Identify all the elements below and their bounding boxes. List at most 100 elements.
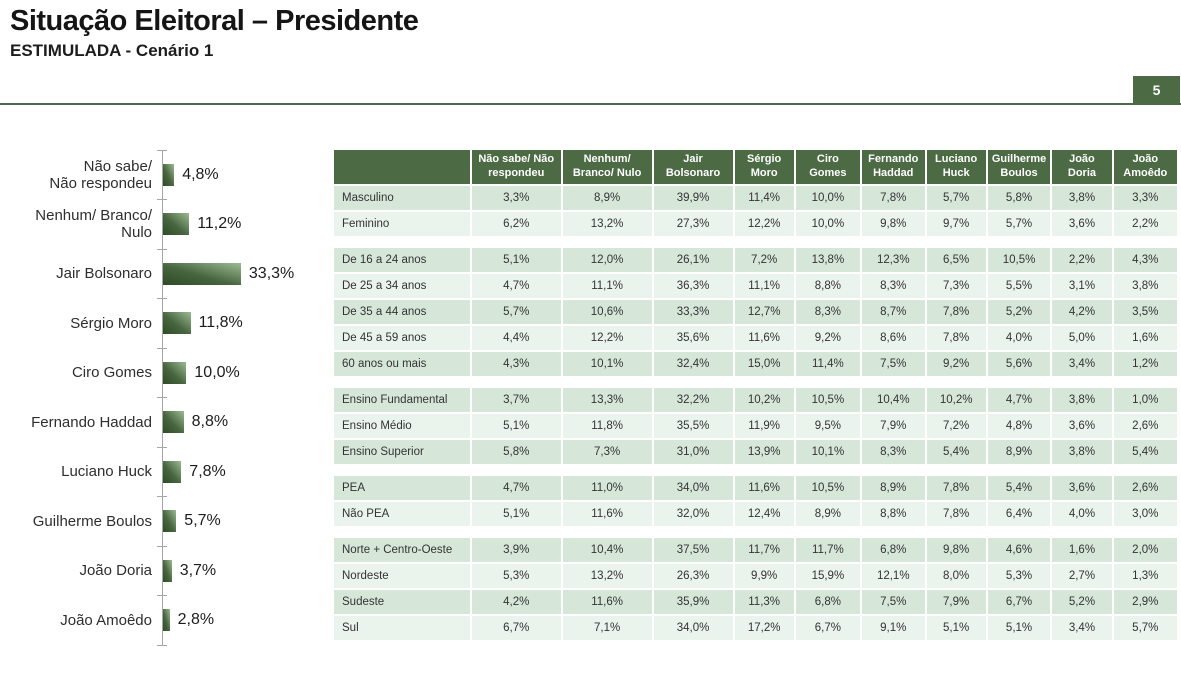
value-cell: 2,9%	[1113, 590, 1177, 614]
value-cell: 6,5%	[926, 248, 986, 272]
column-header: Luciano Huck	[926, 150, 986, 184]
value-cell: 13,9%	[734, 440, 794, 464]
table-corner-cell	[334, 150, 470, 184]
row-label: Norte + Centro-Oeste	[334, 538, 470, 562]
spacer-row	[334, 238, 1177, 246]
value-cell: 7,8%	[926, 300, 986, 324]
value-cell: 11,7%	[795, 538, 860, 562]
column-header: Jair Bolsonaro	[653, 150, 733, 184]
table-row: Norte + Centro-Oeste 3,9% 10,4% 37,5% 11,7% 1…	[334, 538, 1177, 562]
value-cell: 5,5%	[987, 274, 1051, 298]
value-cell: 8,7%	[861, 300, 925, 324]
table-row: De 16 a 24 anos 5,1% 12,0% 26,1% 7,2% 13,8% 12…	[334, 248, 1177, 272]
value-cell: 11,8%	[562, 414, 652, 438]
bar-plot-area: 11,2%	[157, 199, 332, 249]
value-cell: 4,7%	[987, 388, 1051, 412]
value-cell: 5,3%	[471, 564, 561, 588]
value-cell: 5,1%	[926, 616, 986, 640]
value-cell: 5,4%	[926, 440, 986, 464]
value-cell: 4,7%	[471, 476, 561, 500]
value-cell: 12,0%	[562, 248, 652, 272]
bar	[163, 312, 191, 335]
bar-category-label: João Amoêdo	[60, 611, 152, 629]
row-label: Ensino Médio	[334, 414, 470, 438]
value-cell: 3,6%	[1052, 212, 1112, 236]
value-cell: 9,2%	[926, 352, 986, 376]
value-cell: 8,9%	[795, 502, 860, 526]
bar-value-label: 33,3%	[248, 264, 295, 282]
crosstab-pane: Não sabe/ Não respondeu Nenhum/ Branco/ N…	[332, 138, 1181, 680]
value-cell: 5,1%	[987, 616, 1051, 640]
row-label: De 25 a 34 anos	[334, 274, 470, 298]
value-cell: 8,8%	[861, 502, 925, 526]
value-cell: 12,4%	[734, 502, 794, 526]
value-cell: 3,5%	[1113, 300, 1177, 324]
value-cell: 15,0%	[734, 352, 794, 376]
value-cell: 8,3%	[861, 274, 925, 298]
value-cell: 10,5%	[795, 388, 860, 412]
value-cell: 11,0%	[562, 476, 652, 500]
value-cell: 36,3%	[653, 274, 733, 298]
column-header: Fernando Haddad	[861, 150, 925, 184]
value-cell: 9,7%	[926, 212, 986, 236]
value-cell: 9,5%	[795, 414, 860, 438]
value-cell: 2,2%	[1052, 248, 1112, 272]
table-row: Nordeste 5,3% 13,2% 26,3% 9,9% 15,9% 12,1% 8,0%…	[334, 564, 1177, 588]
value-cell: 7,1%	[562, 616, 652, 640]
value-cell: 7,3%	[926, 274, 986, 298]
value-cell: 35,5%	[653, 414, 733, 438]
chart-row: Guilherme Boulos 5,7%	[0, 496, 332, 546]
column-header: Guilherme Boulos	[987, 150, 1051, 184]
table-row: PEA 4,7% 11,0% 34,0% 11,6% 10,5% 8,9% 7,8% 5,4% 3…	[334, 476, 1177, 500]
value-cell: 9,8%	[861, 212, 925, 236]
bar	[163, 609, 170, 632]
value-cell: 3,8%	[1052, 388, 1112, 412]
value-cell: 2,6%	[1113, 476, 1177, 500]
bar-value-label: 11,8%	[198, 314, 243, 332]
value-cell: 4,3%	[471, 352, 561, 376]
value-cell: 3,1%	[1052, 274, 1112, 298]
value-cell: 7,2%	[926, 414, 986, 438]
value-cell: 8,9%	[987, 440, 1051, 464]
value-cell: 7,5%	[861, 352, 925, 376]
value-cell: 5,4%	[1113, 440, 1177, 464]
value-cell: 2,6%	[1113, 414, 1177, 438]
value-cell: 31,0%	[653, 440, 733, 464]
value-cell: 10,2%	[734, 388, 794, 412]
bar	[163, 559, 172, 582]
table-row: Ensino Fundamental 3,7% 13,3% 32,2% 10,2% 10,…	[334, 388, 1177, 412]
value-cell: 7,3%	[562, 440, 652, 464]
bar-value-label: 8,8%	[191, 413, 229, 431]
value-cell: 10,1%	[562, 352, 652, 376]
value-cell: 32,4%	[653, 352, 733, 376]
spacer-row	[334, 466, 1177, 474]
bar-category-label: Guilherme Boulos	[32, 512, 152, 530]
value-cell: 1,6%	[1052, 538, 1112, 562]
value-cell: 4,2%	[1052, 300, 1112, 324]
page-header: Situação Eleitoral – Presidente ESTIMULA…	[0, 0, 1181, 61]
row-label: Masculino	[334, 186, 470, 210]
value-cell: 8,3%	[795, 300, 860, 324]
row-label: Feminino	[334, 212, 470, 236]
value-cell: 3,8%	[1113, 274, 1177, 298]
value-cell: 10,2%	[926, 388, 986, 412]
column-header: Nenhum/ Branco/ Nulo	[562, 150, 652, 184]
value-cell: 3,9%	[471, 538, 561, 562]
value-cell: 5,6%	[987, 352, 1051, 376]
bar-value-label: 4,8%	[182, 165, 219, 183]
bar-category-label: Jair Bolsonaro	[56, 265, 152, 283]
value-cell: 5,7%	[1113, 616, 1177, 640]
value-cell: 6,4%	[987, 502, 1051, 526]
page-number-badge: 5	[1133, 76, 1180, 103]
value-cell: 2,7%	[1052, 564, 1112, 588]
value-cell: 12,7%	[734, 300, 794, 324]
table-row: Ensino Superior 5,8% 7,3% 31,0% 13,9% 10,1% 8,…	[334, 440, 1177, 464]
row-label: Sul	[334, 616, 470, 640]
value-cell: 6,7%	[987, 590, 1051, 614]
value-cell: 6,8%	[795, 590, 860, 614]
value-cell: 5,1%	[471, 248, 561, 272]
value-cell: 12,2%	[562, 326, 652, 350]
value-cell: 9,9%	[734, 564, 794, 588]
value-cell: 37,5%	[653, 538, 733, 562]
row-label: De 16 a 24 anos	[334, 248, 470, 272]
